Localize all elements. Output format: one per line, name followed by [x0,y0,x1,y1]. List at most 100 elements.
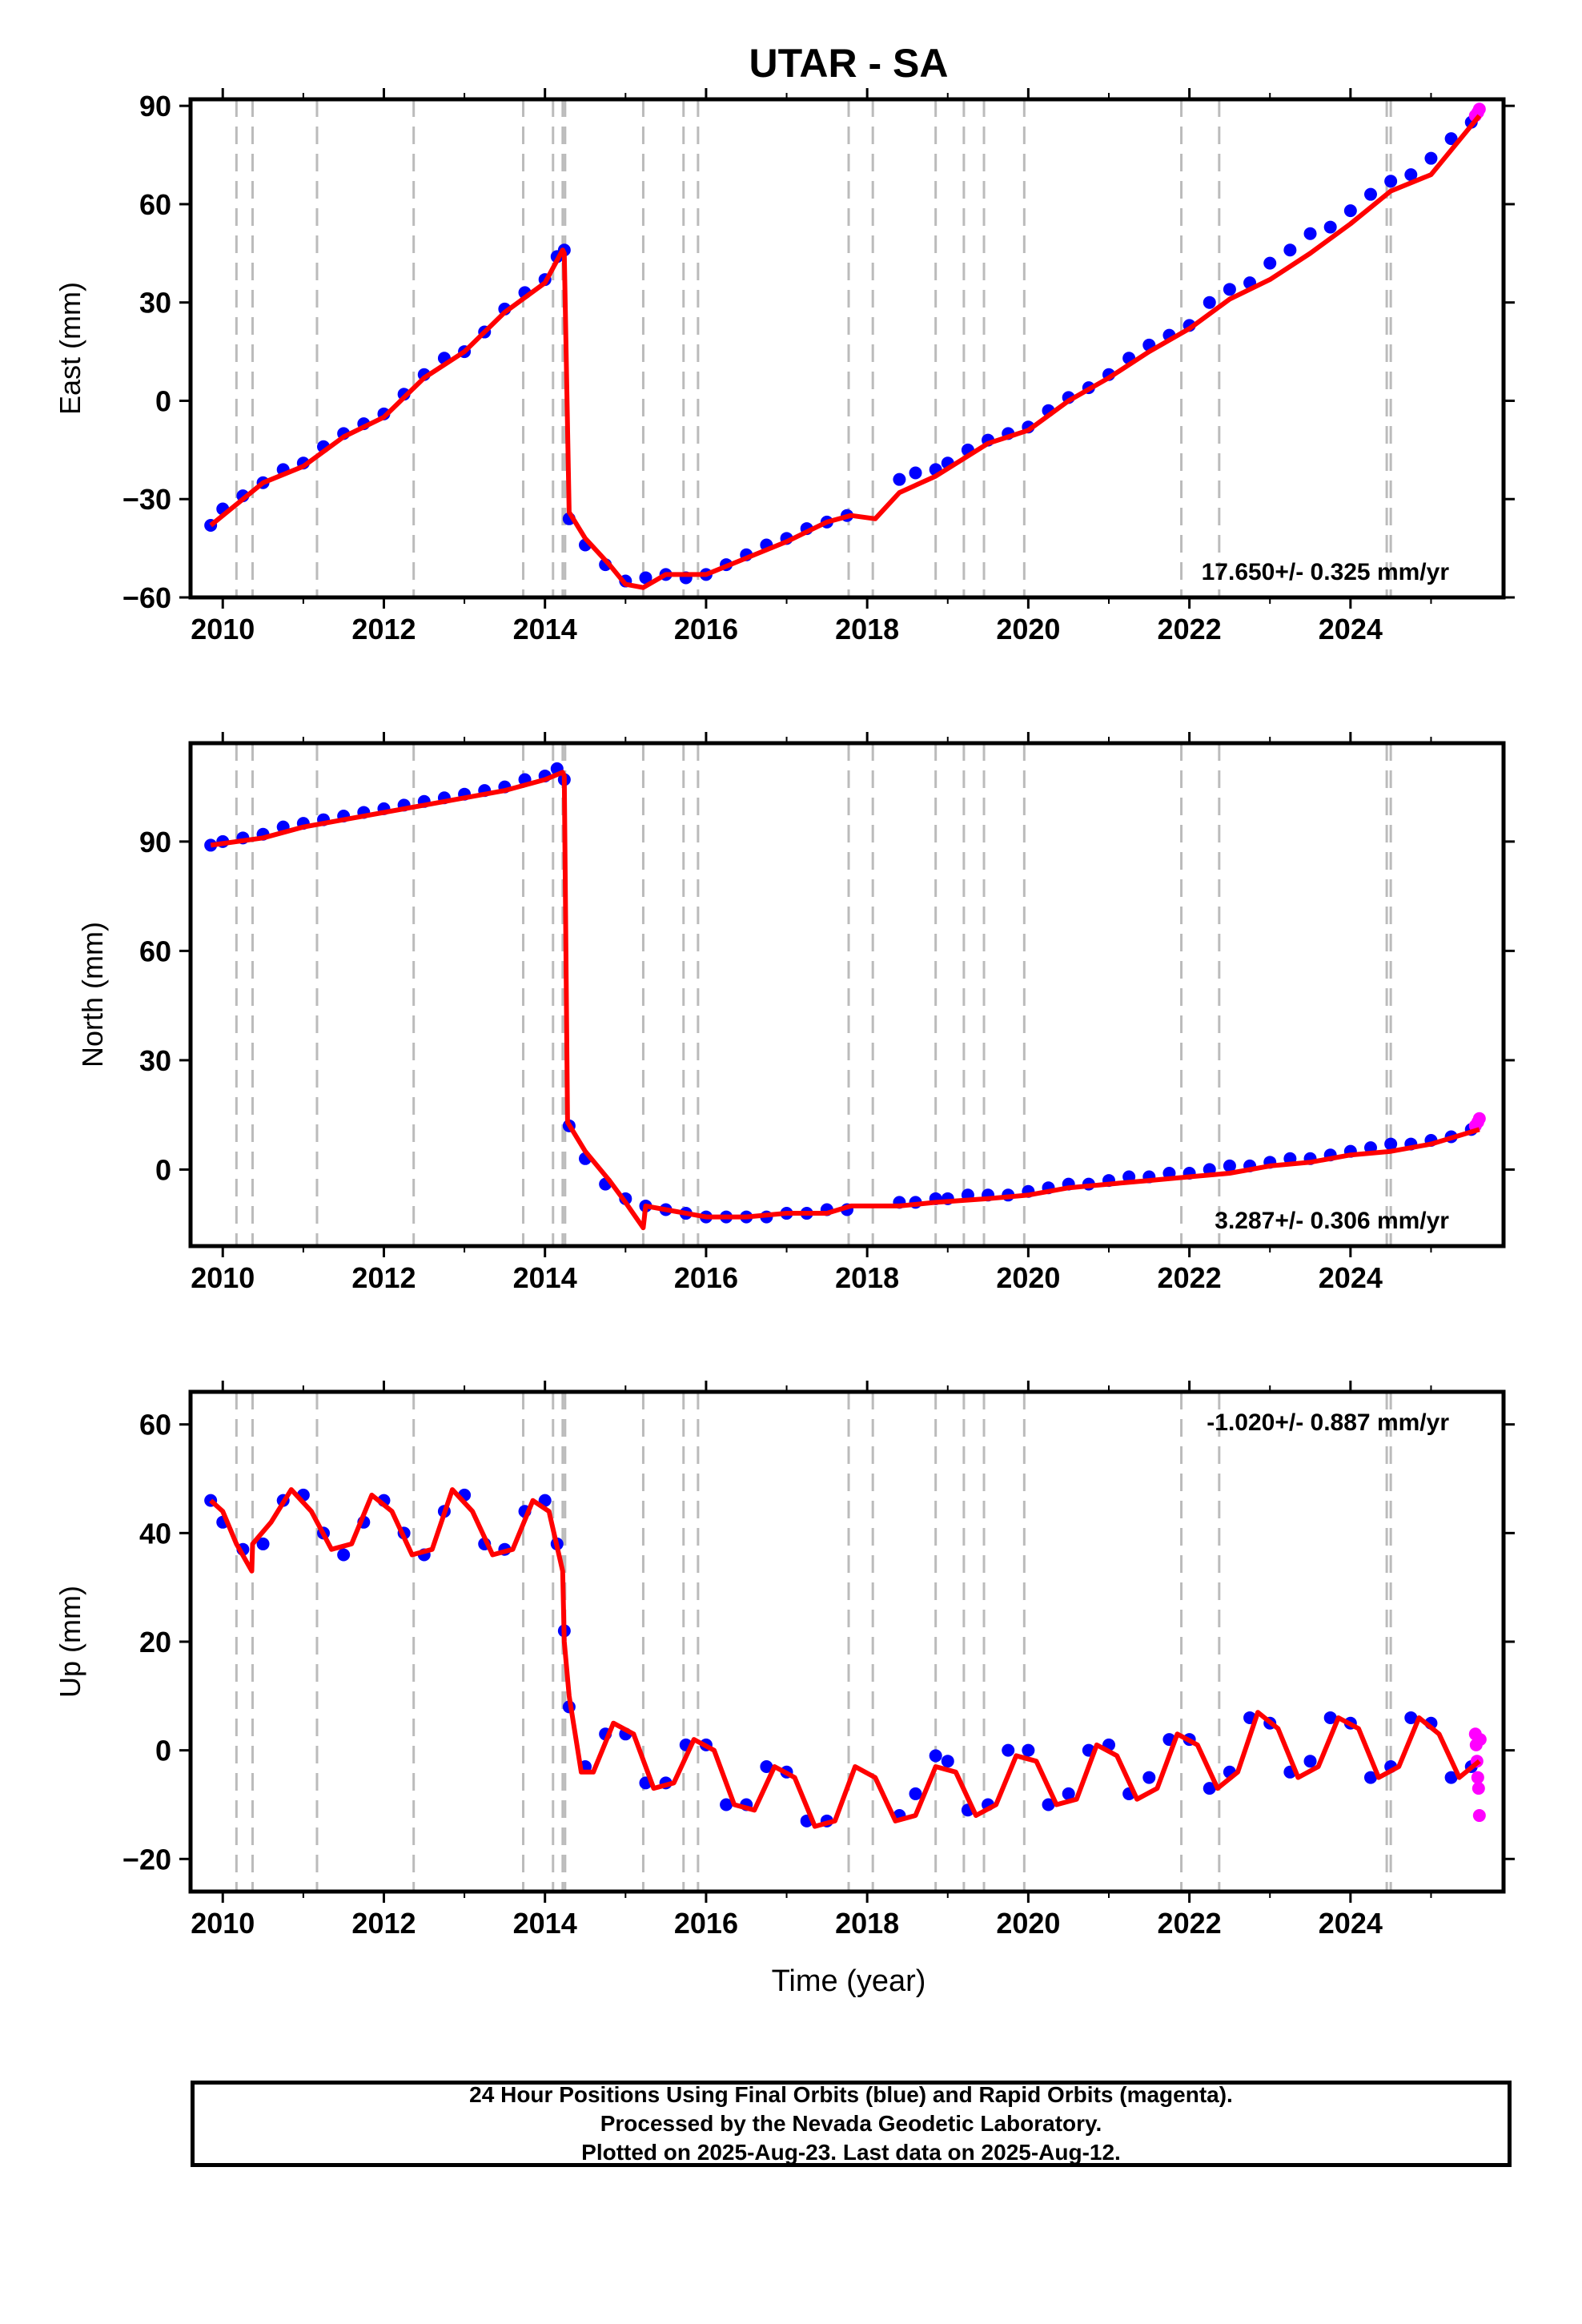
y-tick-label: 60 [139,188,171,221]
x-tick-label: 2022 [1158,613,1222,645]
x-tick-label: 2010 [191,613,255,645]
x-tick-label: 2022 [1158,1261,1222,1294]
rapid-orbit-point [1471,1771,1484,1784]
x-tick-label: 2024 [1319,1261,1383,1294]
x-tick-label: 2016 [674,613,738,645]
final-orbit-point [1303,1755,1317,1768]
plot-frame [188,741,1506,1248]
y-tick-label: 60 [139,1409,171,1441]
rapid-orbit-point [1472,1782,1485,1795]
model-fit-line [209,114,1482,590]
final-orbit-point [1022,1743,1035,1757]
y-tick-label: 20 [139,1626,171,1659]
x-axis-title: Time (year) [772,1964,926,1998]
final-orbit-point [893,472,906,486]
final-orbit-point [909,1787,922,1800]
panel-east: 2010 2012 2014 2016 2018 2020 2022 2024 −60 −30 0 3… [54,88,1515,645]
y-tick-label: −20 [122,1843,171,1876]
y-tick-label: 60 [139,935,171,967]
model-fit-line [210,770,1480,1231]
x-tick-label: 2024 [1319,1907,1383,1940]
x-tick-label: 2020 [996,613,1060,645]
chart-title: UTAR - SA [749,41,948,86]
x-tick-label: 2020 [996,1261,1060,1294]
x-tick-label: 2018 [835,613,899,645]
final-orbit-point [1384,1137,1398,1151]
y-tick-label: 40 [139,1517,171,1550]
caption-line-3: Plotted on 2025-Aug-23. Last data on 202… [581,2140,1121,2165]
final-orbit-point [1303,227,1317,240]
final-orbit-point [1323,1711,1337,1724]
data-layer [204,762,1486,1231]
x-tick-label: 2024 [1319,613,1383,645]
x-tick-label: 2020 [996,1907,1060,1940]
plot-frame [188,1389,1506,1894]
y-tick-label: 90 [139,90,171,123]
caption-line-2: Processed by the Nevada Geodetic Laborat… [600,2111,1102,2136]
x-tick-label: 2014 [513,1261,577,1294]
final-orbit-point [256,1537,270,1550]
rapid-orbit-point [1472,1809,1486,1823]
final-orbit-point [1002,1743,1015,1757]
model-fit-line [209,1487,1481,1829]
final-orbit-point [1223,1159,1236,1172]
y-axis-title: East (mm) [54,282,86,415]
x-tick-label: 2016 [674,1907,738,1940]
final-orbit-point [760,1760,773,1773]
x-tick-label: 2022 [1158,1907,1222,1940]
final-orbit-point [1363,187,1377,201]
final-orbit-point [1404,1711,1418,1724]
rapid-orbit-point [1472,103,1486,116]
x-tick-label: 2014 [513,1907,577,1940]
x-tick-label: 2010 [191,1261,255,1294]
y-tick-label: 0 [155,1153,171,1186]
x-tick-label: 2012 [351,1261,416,1294]
final-orbit-point [720,1798,733,1811]
final-orbit-point [639,571,652,585]
y-tick-label: 0 [155,1735,171,1767]
x-tick-label: 2012 [351,1907,416,1940]
x-tick-label: 2010 [191,1907,255,1940]
panel-north: 2010 2012 2014 2016 2018 2020 2022 2024 0 30 60 90 N… [76,732,1515,1294]
x-tick-label: 2016 [674,1261,738,1294]
data-layer [204,103,1486,590]
y-tick-label: −30 [122,483,171,516]
final-orbit-point [909,466,922,480]
final-orbit-point [1142,1771,1156,1784]
final-orbit-point [1404,168,1418,182]
final-orbit-point [1203,296,1216,309]
final-orbit-point [1424,151,1438,165]
plot-frame [188,97,1506,600]
y-tick-label: 30 [139,287,171,320]
final-orbit-point [337,1548,351,1562]
final-orbit-point [1323,220,1337,234]
rapid-orbit-point [1473,1733,1487,1747]
rate-label: -1.020+/- 0.887 mm/yr [1207,1409,1449,1436]
panel-up: 2010 2012 2014 2016 2018 2020 2022 2024 −20 0 20 40… [54,1381,1515,1940]
caption-line-1: 24 Hour Positions Using Final Orbits (bl… [469,2082,1233,2107]
data-layer [204,1487,1487,1829]
final-orbit-point [1444,132,1458,146]
final-orbit-point [204,838,218,852]
panels: 2010 2012 2014 2016 2018 2020 2022 2024 −60 −30 0 3… [54,88,1515,1940]
final-orbit-point [1283,243,1297,257]
y-axis-title: North (mm) [76,922,109,1068]
final-orbit-point [1203,1782,1216,1795]
y-tick-label: 30 [139,1044,171,1077]
y-tick-label: 0 [155,384,171,417]
final-orbit-point [1223,283,1236,296]
final-orbit-point [1263,256,1277,270]
rate-label: 17.650+/- 0.325 mm/yr [1202,559,1450,585]
final-orbit-point [1343,204,1357,218]
final-orbit-point [1363,1771,1377,1784]
x-tick-label: 2012 [351,613,416,645]
x-tick-label: 2014 [513,613,577,645]
final-orbit-point [1062,1787,1075,1800]
final-orbit-point [1042,1798,1055,1811]
y-tick-label: 90 [139,826,171,858]
final-orbit-point [929,1749,942,1763]
y-tick-label: −60 [122,581,171,614]
x-tick-label: 2018 [835,1907,899,1940]
y-axis-title: Up (mm) [54,1586,86,1698]
